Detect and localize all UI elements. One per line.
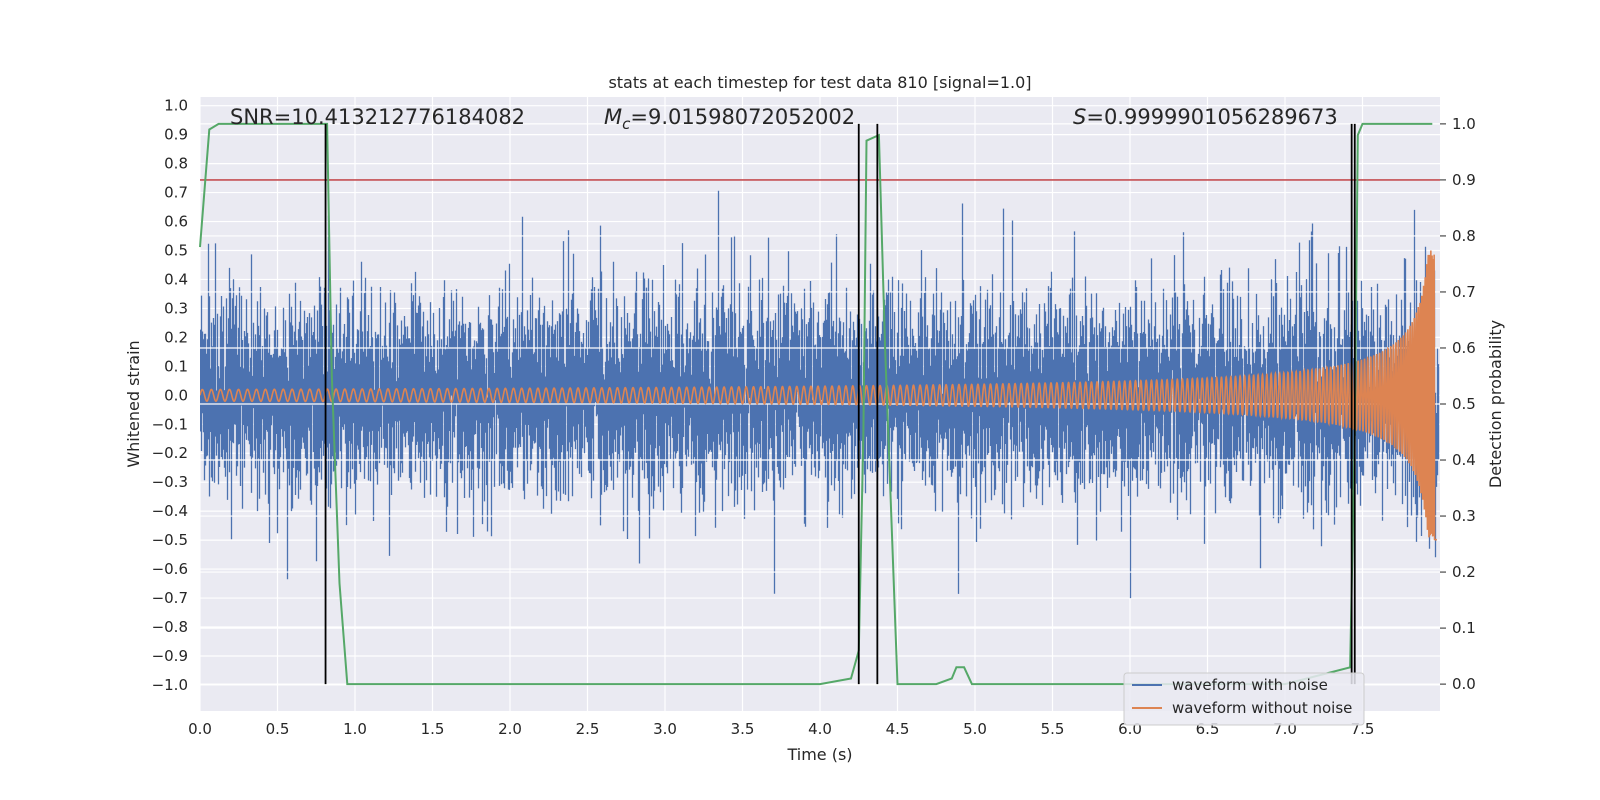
y-left-tick-label-12: −0.2 bbox=[152, 444, 188, 462]
y-left-tick-label-6: 0.4 bbox=[164, 270, 188, 288]
y-left-tick-label-3: 0.7 bbox=[164, 184, 188, 202]
x-tick-label-1: 0.5 bbox=[266, 720, 290, 738]
legend-box bbox=[1123, 672, 1365, 726]
chirp-mass-subscript: c bbox=[622, 115, 631, 133]
y-left-tick-label-5: 0.5 bbox=[164, 242, 188, 260]
y-left-tick-label-10: 0.0 bbox=[164, 386, 188, 404]
y-left-tick-label-17: −0.7 bbox=[152, 589, 188, 607]
y-left-tick-label-14: −0.4 bbox=[152, 502, 188, 520]
legend-label-noise: waveform with noise bbox=[1172, 676, 1328, 694]
y-left-tick-label-2: 0.8 bbox=[164, 155, 188, 173]
x-tick-label-6: 3.0 bbox=[653, 720, 677, 738]
y-right-tick-label-6: 0.4 bbox=[1452, 451, 1476, 469]
x-tick-label-2: 1.0 bbox=[343, 720, 367, 738]
y-right-tick-label-3: 0.7 bbox=[1452, 283, 1476, 301]
event-lines bbox=[324, 123, 1356, 685]
y-left-tick-label-15: −0.5 bbox=[152, 531, 188, 549]
y-axis-right-label: Detection probability bbox=[1486, 320, 1505, 488]
y-left-tick-label-19: −0.9 bbox=[152, 647, 188, 665]
y-right-tick-label-0: 1.0 bbox=[1452, 115, 1476, 133]
y-left-tick-label-18: −0.8 bbox=[152, 618, 188, 636]
x-tick-label-5: 2.5 bbox=[576, 720, 600, 738]
y-axis-left-ticks: 1.0 0.9 0.8 0.7 0.6 0.5 0.4 0.3 0.2 0.1 0.0 −0.1 −0.… bbox=[152, 97, 188, 694]
y-left-tick-label-1: 0.9 bbox=[164, 126, 188, 144]
y-left-tick-label-20: −1.0 bbox=[152, 676, 188, 694]
x-tick-label-4: 2.0 bbox=[498, 720, 522, 738]
y-right-tick-label-9: 0.1 bbox=[1452, 619, 1476, 637]
y-left-tick-label-11: −0.1 bbox=[152, 415, 188, 433]
x-tick-label-8: 4.0 bbox=[808, 720, 832, 738]
y-right-tick-label-10: 0.0 bbox=[1452, 675, 1476, 693]
y-right-tick-label-5: 0.5 bbox=[1452, 395, 1476, 413]
chart-title: stats at each timestep for test data 810… bbox=[608, 73, 1031, 92]
x-tick-label-11: 5.5 bbox=[1041, 720, 1065, 738]
y-left-tick-label-4: 0.6 bbox=[164, 213, 188, 231]
y-left-tick-label-16: −0.6 bbox=[152, 560, 188, 578]
y-left-tick-label-8: 0.2 bbox=[164, 328, 188, 346]
y-axis-right-ticks: 1.0 0.9 0.8 0.7 0.6 0.5 0.4 0.3 0.2 0.1 0.0 bbox=[1440, 115, 1476, 693]
x-tick-label-3: 1.5 bbox=[421, 720, 445, 738]
significance-annotation: S=0.9999901056289673 bbox=[1073, 105, 1338, 129]
y-axis-left-label: Whitened strain bbox=[124, 340, 143, 467]
legend-label-clean: waveform without noise bbox=[1172, 699, 1352, 717]
clean-waveform-path bbox=[200, 250, 1437, 541]
x-axis-label: Time (s) bbox=[786, 745, 852, 764]
chirp-mass-value: =9.01598072052002 bbox=[630, 105, 855, 129]
y-right-tick-label-4: 0.6 bbox=[1452, 339, 1476, 357]
x-tick-label-0: 0.0 bbox=[188, 720, 212, 738]
chirp-mass-symbol: M bbox=[604, 105, 622, 129]
y-left-tick-label-7: 0.3 bbox=[164, 299, 188, 317]
y-right-tick-label-7: 0.3 bbox=[1452, 507, 1476, 525]
snr-annotation: SNR=10.413212776184082 bbox=[230, 105, 525, 129]
significance-value: =0.9999901056289673 bbox=[1086, 105, 1337, 129]
significance-symbol: S bbox=[1073, 105, 1086, 129]
x-tick-label-9: 4.5 bbox=[886, 720, 910, 738]
y-right-tick-label-2: 0.8 bbox=[1452, 227, 1476, 245]
y-right-tick-label-1: 0.9 bbox=[1452, 171, 1476, 189]
y-left-tick-label-13: −0.3 bbox=[152, 473, 188, 491]
x-tick-label-7: 3.5 bbox=[731, 720, 755, 738]
y-left-tick-label-9: 0.1 bbox=[164, 357, 188, 375]
waveform-without-noise-series bbox=[200, 250, 1437, 541]
legend: waveform with noise waveform without noi… bbox=[1123, 672, 1365, 726]
y-right-tick-label-8: 0.2 bbox=[1452, 563, 1476, 581]
chirp-mass-annotation: Mc=9.01598072052002 bbox=[604, 105, 855, 133]
y-left-tick-label-0: 1.0 bbox=[164, 97, 188, 115]
x-tick-label-10: 5.0 bbox=[963, 720, 987, 738]
